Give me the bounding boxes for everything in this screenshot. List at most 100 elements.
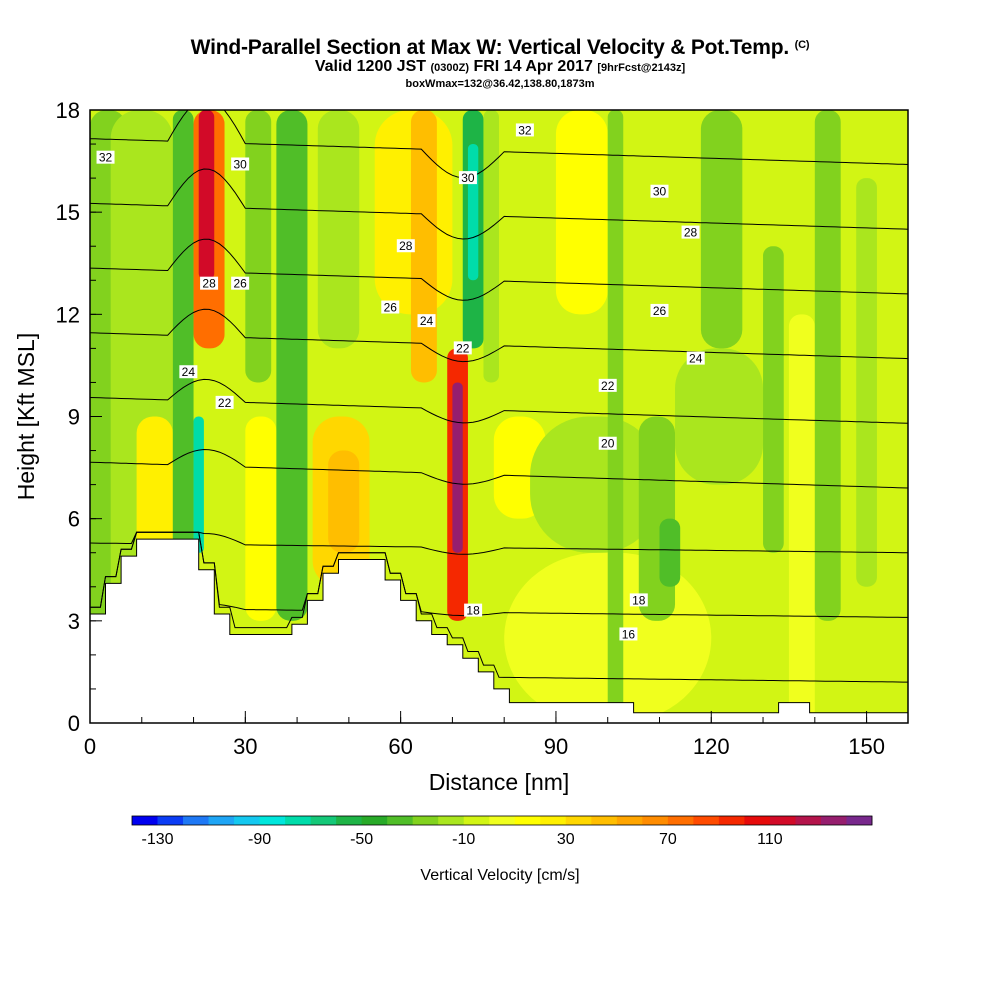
contour-label-text: 26 [384,301,398,315]
contour-label: 20 [598,436,617,451]
contour-label-bg [681,225,700,239]
contour-label-text: 26 [653,304,667,318]
field-cell [410,110,437,383]
field-cell [172,110,194,553]
contour-label-text: 18 [632,593,646,607]
contour-label: 26 [650,303,669,318]
x-tick-label: 150 [848,734,885,759]
isentrope-26 [90,308,908,363]
contour-label: 18 [629,593,648,607]
field-cell [856,178,877,587]
colorbar-title: Vertical Velocity [cm/s] [420,867,579,884]
contour-label-bg [453,341,472,355]
colorbar-swatch [693,816,720,825]
y-tick-label: 3 [68,609,80,634]
colorbar-tick-label: -90 [248,831,271,848]
field-cell [245,110,272,383]
contour-label-bg [231,276,250,290]
isentrope-20 [90,531,908,555]
isentrope-28 [90,238,908,301]
contour-label-bg [396,239,415,253]
colorbar-swatch [234,816,260,825]
contour-label-text: 28 [684,226,698,240]
contour-label-bg [650,184,669,198]
colorbar-swatch [157,816,184,825]
contour-label-text: 28 [202,277,216,291]
isentrope-30 [90,168,908,240]
field-cell [675,348,764,485]
colorbar-swatch [183,816,209,825]
colorbar-swatch [285,816,312,825]
colorbar-tick-label: -50 [350,831,373,848]
contour-label: 22 [598,378,617,393]
contour-label-text: 24 [689,352,703,366]
colorbar-frame [131,815,873,826]
colorbar-swatch [616,816,643,825]
isentrope-16 [90,531,908,683]
contour-label-text: 30 [461,171,475,185]
contour-label: 32 [515,123,534,137]
colorbar-tick-label: -10 [452,831,475,848]
contour-label-bg [598,436,617,450]
contour-label: 22 [215,395,234,410]
contour-label-bg [629,593,648,607]
colorbar-swatch [744,816,771,825]
contour-label: 28 [200,276,219,291]
colorbar-swatch [769,816,796,825]
contour-label: 32 [96,150,115,165]
colorbar-swatch [463,816,490,825]
contour-label-bg [231,157,250,171]
contour-label-bg [96,150,115,164]
contour-label-text: 22 [456,341,470,355]
field-cell [659,518,681,587]
colorbar-swatch [591,816,618,825]
colorbar-swatch [795,816,822,825]
field-cell [467,144,479,281]
x-axis-title: Distance [nm] [429,769,570,795]
contour-label-bg [686,351,705,365]
field-cell [788,314,815,723]
field-cell [530,416,660,553]
x-tick-label: 60 [388,734,412,759]
y-tick-label: 15 [56,200,80,225]
y-tick-label: 12 [56,302,80,327]
colorbar-swatch [565,816,592,825]
contour-label-bg [619,627,638,641]
contour-label: 26 [231,276,250,291]
chart-box-info: boxWmax=132@36.42,138.80,1873m [405,78,595,90]
contour-label-bg [515,123,534,137]
contour-label-text: 30 [653,185,667,199]
colorbar-swatch [667,816,694,825]
contour-label-bg [215,395,234,409]
contour-label-text: 32 [518,123,532,137]
contour-label-bg [381,300,400,314]
colorbar-swatch [387,816,414,825]
colorbar-swatch [718,816,745,825]
contour-label-text: 32 [99,151,113,165]
contour-label-text: 16 [622,627,636,641]
field-cell [607,110,624,723]
colorbar-swatch [361,816,388,825]
x-tick-label: 120 [693,734,730,759]
colorbar-swatch [208,816,235,825]
colorbar-swatch [820,816,847,825]
contour-label: 22 [453,341,472,355]
contour-label-text: 22 [218,396,232,410]
contour-labels: 32 30 28 26 24 22 32 30 28 26 24 22 30 28 26 24 22 20 18 16… [96,123,705,641]
y-axis-title: Height [Kft MSL] [13,333,39,500]
contour-label-text: 28 [399,239,413,253]
field-cell [763,246,784,553]
x-tick-label: 0 [84,734,96,759]
field-cell [555,110,608,315]
colorbar-swatch [310,816,337,825]
chart-title: Wind-Parallel Section at Max W: Vertical… [190,36,810,59]
y-tick-label: 9 [68,405,80,430]
colorbar-swatch [846,816,873,825]
colorbar-swatch [336,816,363,825]
field-cell [882,110,908,723]
chart-subtitle: Valid 1200 JST (0300Z) FRI 14 Apr 2017 [… [314,58,686,75]
colorbar-swatch [438,816,465,825]
field-cell [700,110,743,349]
contour-label-text: 24 [182,365,196,379]
